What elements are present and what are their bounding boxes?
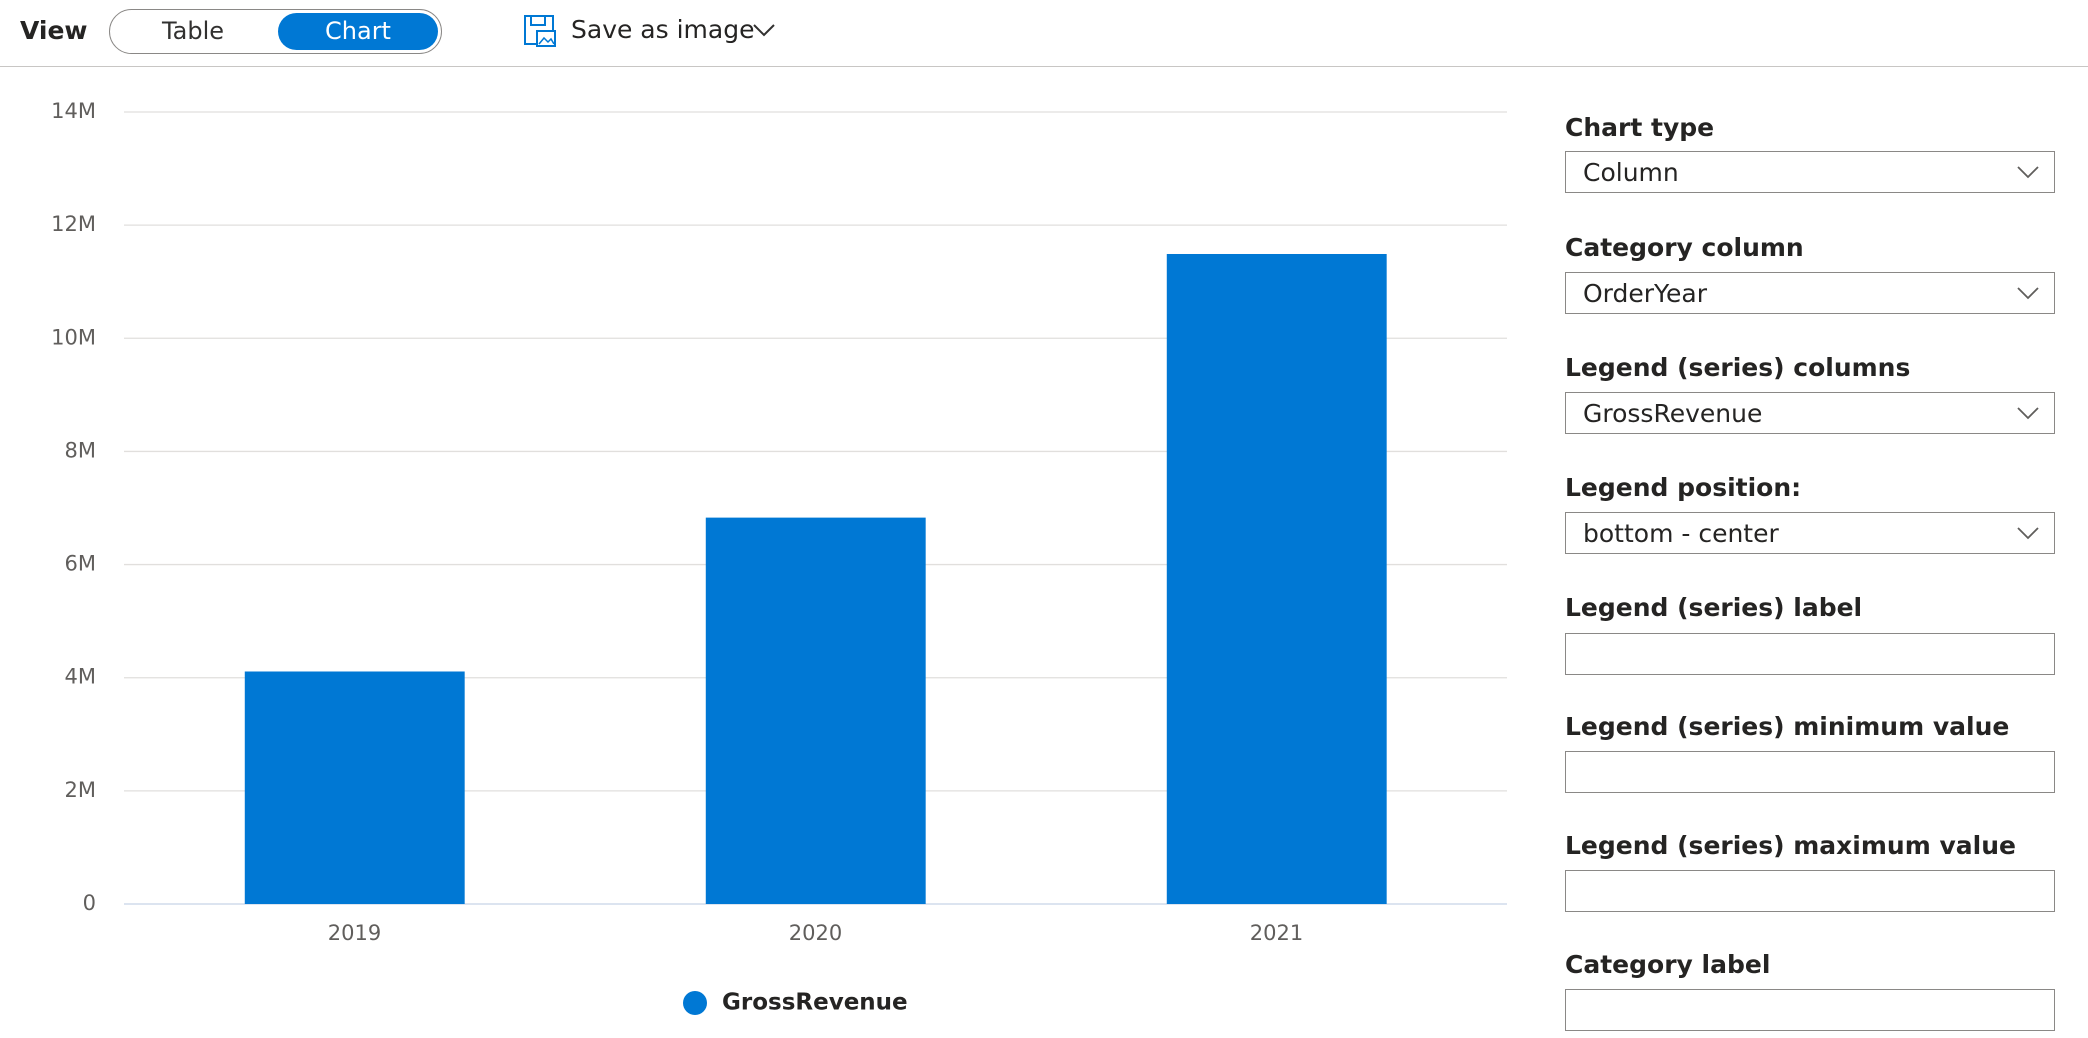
x-tick-label: 2019 [328, 921, 381, 945]
dropdown[interactable]: bottom - center [1565, 512, 2055, 554]
view-label: View [20, 16, 88, 45]
y-tick-label: 4M [65, 665, 96, 689]
y-tick-label: 8M [65, 438, 96, 462]
dropdown-chevron [2017, 527, 2039, 540]
field-label: Legend (series) minimum value [1565, 712, 2010, 741]
dropdown-chevron [2017, 166, 2039, 179]
dropdown-chevron [2017, 407, 2039, 420]
text-input[interactable] [1565, 633, 2055, 675]
dropdown-chevron [2017, 287, 2039, 300]
field-label: Legend (series) columns [1565, 353, 1911, 382]
field-label: Chart type [1565, 113, 1715, 142]
field-label: Category column [1565, 233, 1804, 262]
field-label: Category label [1565, 950, 1771, 979]
y-tick-label: 2M [65, 778, 96, 802]
toolbar: View Table Chart Save as image [0, 0, 2088, 67]
text-input[interactable] [1565, 751, 2055, 793]
table-toggle[interactable]: Table [161, 17, 225, 45]
text-input[interactable] [1565, 989, 2055, 1031]
y-tick-label: 10M [51, 325, 96, 349]
legend-label: GrossRevenue [722, 990, 908, 1016]
y-tick-label: 0 [83, 891, 96, 915]
dropdown[interactable]: OrderYear [1565, 272, 2055, 314]
dropdown[interactable]: GrossRevenue [1565, 392, 2055, 434]
save-dropdown-chevron[interactable] [752, 22, 776, 38]
bar [1166, 253, 1387, 905]
bar [705, 517, 926, 904]
chart: 0 2M 4M 6M 8M 10M 12M 14M 2019 2020 2021 GrossReven… [51, 99, 1507, 1016]
field-label: Legend position: [1565, 473, 1802, 502]
save-icon[interactable] [523, 14, 557, 48]
view-toggle: Table Chart [109, 9, 442, 54]
x-tick-label: 2021 [1250, 921, 1303, 945]
y-tick-label: 12M [51, 212, 96, 236]
legend-swatch [683, 991, 707, 1015]
field-label: Legend (series) maximum value [1565, 831, 2016, 860]
y-tick-label: 6M [65, 552, 96, 576]
x-tick-label: 2020 [789, 921, 842, 945]
y-tick-label: 14M [51, 99, 96, 123]
dropdown[interactable]: Column [1565, 151, 2055, 193]
field-label: Legend (series) label [1565, 593, 1863, 622]
bar [244, 671, 465, 904]
save-as-image[interactable]: Save as image [571, 15, 755, 44]
chart-toggle[interactable]: Chart [278, 13, 438, 50]
text-input[interactable] [1565, 870, 2055, 912]
